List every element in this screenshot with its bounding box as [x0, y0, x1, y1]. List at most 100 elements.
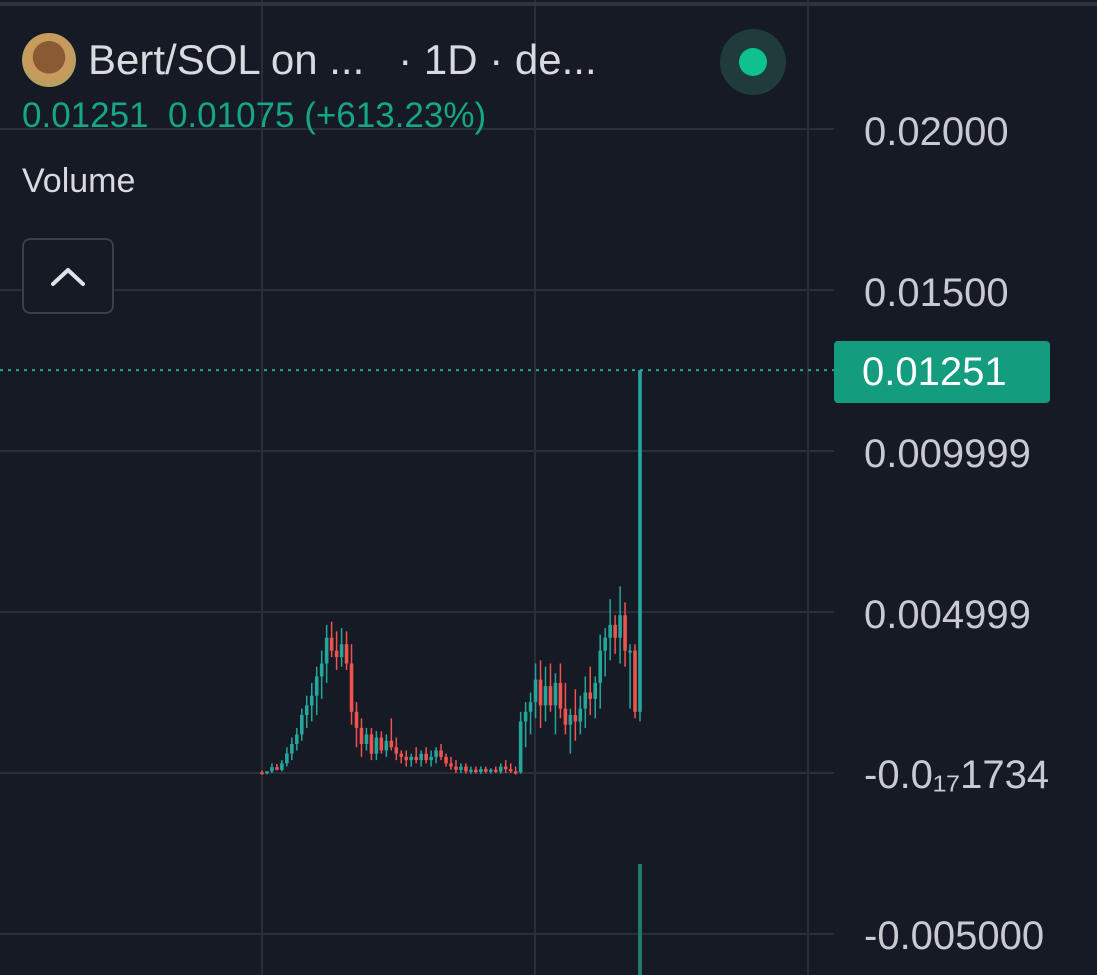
ohlc-price-line: 0.01251 0.01075 (+613.23%): [22, 96, 487, 135]
candle-down: [379, 731, 384, 754]
candle-body: [389, 740, 394, 748]
candle-down: [329, 621, 334, 658]
candle-up: [285, 747, 289, 767]
candle-up: [295, 727, 299, 751]
candle-down: [633, 644, 637, 719]
candle-up: [528, 692, 533, 735]
candle-body: [364, 734, 369, 745]
candle-down: [573, 689, 578, 741]
candle-body: [508, 769, 513, 772]
candle-body: [309, 695, 314, 706]
candle-body: [314, 676, 319, 696]
candle-body: [304, 705, 309, 716]
last-price-tag: 0.01251: [834, 341, 1050, 403]
collapse-legend-button[interactable]: [22, 238, 114, 314]
pair-title[interactable]: Bert/SOL on ...: [88, 36, 365, 83]
candle-up: [608, 599, 612, 661]
candle-down: [503, 760, 508, 773]
candle-body: [464, 766, 468, 772]
candle-body: [404, 756, 409, 761]
candle-up: [299, 708, 304, 741]
candle-body: [588, 692, 593, 699]
candle-body: [260, 772, 264, 775]
chevron-up-icon: [51, 268, 85, 286]
candle-down: [260, 770, 264, 775]
candle-body: [484, 769, 488, 772]
candle-body: [349, 663, 354, 712]
candle-up: [374, 731, 379, 761]
candle-up: [543, 666, 548, 722]
candle-body: [543, 686, 548, 706]
candle-body: [533, 679, 538, 703]
candle-body: [414, 756, 418, 761]
candle-up: [578, 695, 583, 735]
candle-up: [628, 644, 632, 709]
candle-body: [528, 702, 533, 712]
candle-up: [568, 708, 573, 754]
candle-body: [633, 650, 637, 712]
candle-body: [593, 682, 598, 699]
candle-body: [295, 734, 299, 745]
candle-body: [603, 637, 607, 651]
candle-body: [444, 756, 448, 764]
candle-down: [389, 718, 394, 751]
candle-body: [479, 769, 483, 773]
interval-title[interactable]: · 1D · de...: [398, 36, 597, 83]
candle-body: [628, 650, 632, 653]
candle-body: [493, 769, 498, 772]
candle-body: [583, 692, 588, 709]
candle-up: [304, 695, 309, 728]
candle-body: [454, 766, 458, 770]
candle-down: [558, 663, 563, 719]
candle-up: [469, 766, 473, 774]
candle-body: [384, 740, 389, 751]
candle-up: [598, 634, 603, 709]
candle-down: [349, 644, 354, 725]
candle-up: [583, 676, 588, 728]
candle-body: [459, 766, 463, 770]
candle-down: [493, 766, 498, 773]
candle-down: [588, 666, 593, 716]
candle-body: [469, 769, 473, 772]
y-axis-label: -0.0₁₇1734: [864, 753, 1050, 797]
candle-down: [439, 744, 443, 761]
candle-body: [275, 767, 279, 770]
candle-body: [618, 615, 622, 638]
candle-body: [488, 769, 493, 772]
candle-down: [508, 763, 513, 773]
candle-up: [479, 766, 483, 774]
candle-body: [339, 644, 344, 658]
candle-up: [364, 727, 369, 751]
candle-body: [568, 715, 573, 725]
candle-body: [394, 747, 399, 754]
candle-down: [548, 663, 553, 712]
candle-body: [409, 756, 414, 761]
candle-body: [265, 771, 269, 774]
candle-body: [334, 650, 339, 658]
candle-down: [474, 766, 478, 774]
candle-body: [518, 721, 523, 773]
title-row: Bert/SOL on ... · 1D · de...: [22, 29, 822, 95]
candle-up: [290, 737, 294, 761]
candle-up: [498, 763, 503, 774]
candle-down: [275, 763, 279, 771]
market-status-indicator[interactable]: [720, 29, 786, 95]
candle-body: [538, 679, 543, 706]
candle-down: [334, 631, 339, 670]
volume-indicator-label[interactable]: Volume: [22, 162, 136, 200]
candle-up: [488, 768, 493, 774]
candle-body: [285, 753, 289, 764]
candle-up: [309, 682, 314, 722]
candle-down: [404, 750, 409, 767]
y-axis-label: 0.009999: [864, 432, 1031, 476]
candle-up: [409, 753, 414, 767]
y-axis-label: -0.005000: [864, 914, 1045, 958]
candle-down: [424, 747, 428, 764]
candle-up: [434, 747, 438, 764]
candle-body: [399, 753, 404, 757]
candle-down: [484, 766, 488, 774]
candle-down: [394, 737, 399, 761]
candle-body: [613, 624, 617, 638]
candle-down: [369, 727, 374, 761]
